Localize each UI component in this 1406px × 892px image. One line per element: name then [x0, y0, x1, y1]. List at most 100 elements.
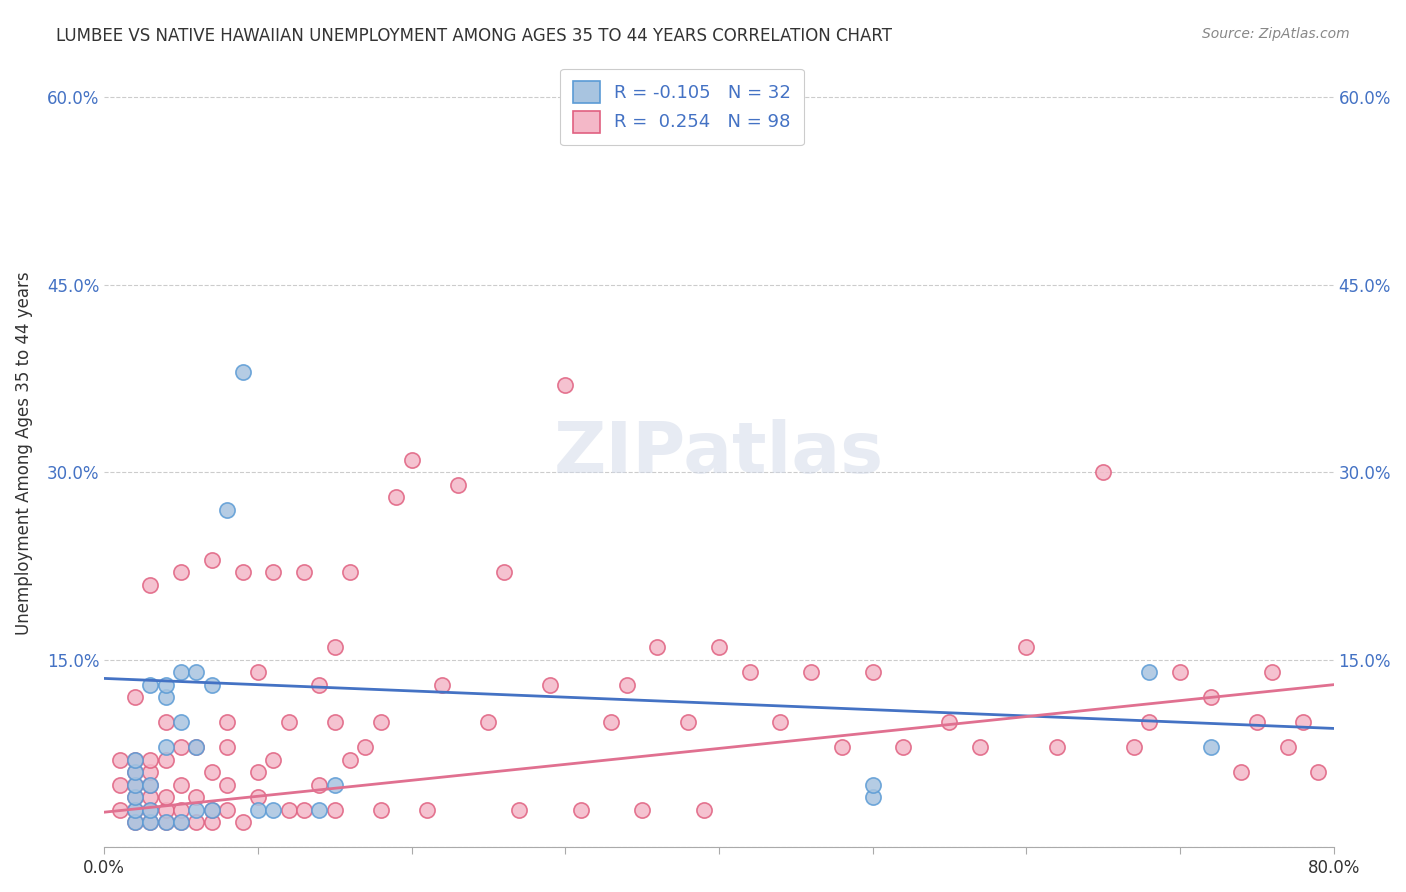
Point	[246, 790, 269, 805]
Point	[139, 803, 162, 817]
Y-axis label: Unemployment Among Ages 35 to 44 years: Unemployment Among Ages 35 to 44 years	[15, 271, 32, 635]
Point	[124, 815, 146, 830]
Point	[124, 765, 146, 780]
Point	[246, 803, 269, 817]
Point	[139, 577, 162, 591]
Point	[292, 565, 315, 579]
Point	[370, 803, 392, 817]
Point	[232, 565, 254, 579]
Point	[339, 565, 361, 579]
Point	[323, 778, 346, 792]
Point	[1137, 665, 1160, 680]
Point	[1137, 715, 1160, 730]
Point	[139, 815, 162, 830]
Point	[401, 452, 423, 467]
Point	[308, 803, 330, 817]
Point	[217, 715, 239, 730]
Point	[1122, 740, 1144, 755]
Text: ZIPatlas: ZIPatlas	[554, 419, 884, 488]
Point	[492, 565, 515, 579]
Point	[600, 715, 623, 730]
Point	[124, 690, 146, 705]
Point	[170, 815, 193, 830]
Legend: R = -0.105   N = 32, R =  0.254   N = 98: R = -0.105 N = 32, R = 0.254 N = 98	[560, 69, 804, 145]
Point	[124, 790, 146, 805]
Point	[416, 803, 439, 817]
Point	[124, 815, 146, 830]
Point	[354, 740, 377, 755]
Point	[1168, 665, 1191, 680]
Point	[186, 790, 208, 805]
Point	[155, 803, 177, 817]
Point	[554, 377, 576, 392]
Point	[339, 753, 361, 767]
Point	[323, 640, 346, 655]
Point	[108, 778, 131, 792]
Point	[186, 740, 208, 755]
Point	[170, 740, 193, 755]
Point	[308, 678, 330, 692]
Point	[170, 715, 193, 730]
Point	[186, 665, 208, 680]
Point	[1015, 640, 1038, 655]
Point	[186, 740, 208, 755]
Point	[155, 715, 177, 730]
Point	[246, 665, 269, 680]
Point	[891, 740, 914, 755]
Point	[246, 765, 269, 780]
Point	[616, 678, 638, 692]
Point	[201, 803, 224, 817]
Point	[170, 665, 193, 680]
Point	[139, 790, 162, 805]
Point	[447, 477, 470, 491]
Point	[186, 803, 208, 817]
Point	[262, 803, 284, 817]
Point	[738, 665, 761, 680]
Point	[124, 778, 146, 792]
Point	[323, 803, 346, 817]
Point	[139, 678, 162, 692]
Point	[155, 815, 177, 830]
Point	[170, 778, 193, 792]
Point	[139, 778, 162, 792]
Point	[170, 803, 193, 817]
Point	[232, 365, 254, 379]
Point	[124, 765, 146, 780]
Point	[170, 815, 193, 830]
Point	[862, 778, 884, 792]
Point	[124, 803, 146, 817]
Point	[155, 815, 177, 830]
Point	[124, 803, 146, 817]
Point	[292, 803, 315, 817]
Point	[201, 803, 224, 817]
Point	[186, 815, 208, 830]
Point	[217, 778, 239, 792]
Point	[1308, 765, 1330, 780]
Point	[155, 740, 177, 755]
Point	[201, 678, 224, 692]
Point	[938, 715, 960, 730]
Point	[217, 740, 239, 755]
Point	[155, 678, 177, 692]
Point	[139, 778, 162, 792]
Point	[1261, 665, 1284, 680]
Point	[647, 640, 669, 655]
Point	[432, 678, 454, 692]
Point	[108, 803, 131, 817]
Point	[308, 778, 330, 792]
Point	[139, 803, 162, 817]
Point	[277, 803, 299, 817]
Point	[692, 803, 714, 817]
Point	[217, 803, 239, 817]
Point	[262, 565, 284, 579]
Point	[1230, 765, 1253, 780]
Point	[631, 803, 654, 817]
Point	[323, 715, 346, 730]
Point	[769, 715, 792, 730]
Point	[800, 665, 823, 680]
Point	[277, 715, 299, 730]
Point	[232, 815, 254, 830]
Point	[1246, 715, 1268, 730]
Point	[124, 753, 146, 767]
Point	[862, 790, 884, 805]
